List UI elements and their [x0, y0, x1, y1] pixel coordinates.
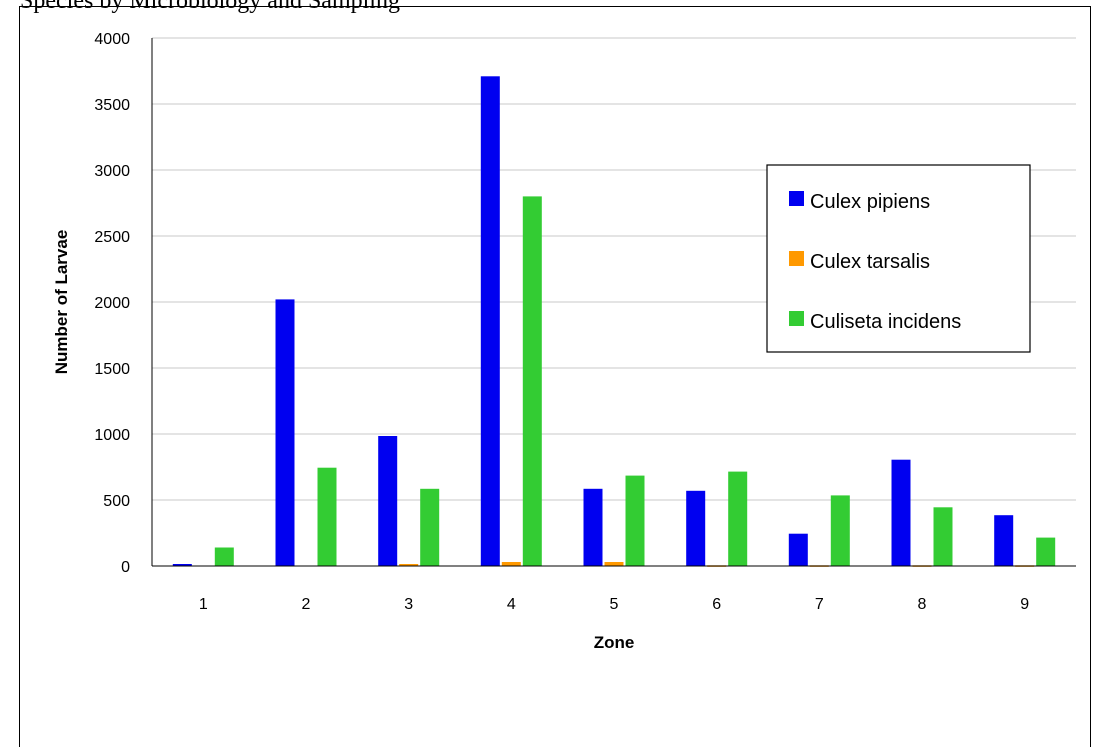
y-tick-label: 500 [103, 493, 130, 510]
y-tick-label: 0 [121, 559, 130, 576]
bar-culex-pipiens-zone-9 [994, 515, 1014, 566]
bar-culiseta-incidens-zone-6 [728, 471, 748, 566]
bar-culiseta-incidens-zone-5 [625, 475, 645, 566]
y-tick-label: 2000 [94, 295, 130, 312]
bar-culex-pipiens-zone-6 [686, 490, 706, 566]
bar-culiseta-incidens-zone-4 [522, 196, 542, 566]
bar-culiseta-incidens-zone-3 [420, 488, 440, 566]
bar-culex-pipiens-zone-1 [172, 564, 192, 566]
y-axis-label: Number of Larvae [52, 230, 71, 375]
legend-box [766, 164, 1031, 353]
axes [151, 38, 1076, 567]
bar-culiseta-incidens-zone-8 [933, 507, 953, 566]
legend: Culex pipiens Culex tarsalis Culiseta inci… [766, 164, 1031, 353]
legend-swatch [789, 251, 804, 266]
y-tick-label: 4000 [94, 31, 130, 48]
bar-culiseta-incidens-zone-7 [830, 495, 850, 566]
bar-culex-pipiens-zone-5 [583, 488, 603, 566]
x-tick-label: 7 [815, 596, 824, 613]
legend-label: Culex tarsalis [810, 251, 930, 273]
y-tick-label: 1500 [94, 361, 130, 378]
x-tick-label: 3 [404, 596, 413, 613]
y-tick-label: 2500 [94, 229, 130, 246]
y-axis-ticks: 0 500 1000 1500 2000 2500 3000 3500 4000 [94, 31, 130, 576]
bar-culiseta-incidens-zone-1 [214, 547, 234, 566]
x-axis-label: Zone [594, 633, 635, 652]
bar-culex-pipiens-zone-8 [891, 459, 911, 566]
x-tick-label: 1 [199, 596, 208, 613]
x-axis-ticks: 1 2 3 4 5 6 7 8 9 [199, 596, 1029, 613]
x-tick-label: 8 [918, 596, 927, 613]
bar-culex-tarsalis-zone-4 [501, 562, 521, 566]
legend-label: Culex pipiens [810, 191, 930, 213]
bar-culex-pipiens-zone-2 [275, 299, 295, 566]
x-tick-label: 9 [1020, 596, 1029, 613]
x-tick-label: 6 [712, 596, 721, 613]
bar-culex-pipiens-zone-3 [378, 436, 398, 566]
y-tick-label: 3000 [94, 163, 130, 180]
top-caption: Species by Microbiology and Sampling [20, 0, 400, 14]
bar-marks [172, 76, 1056, 567]
legend-swatch [789, 191, 804, 206]
x-tick-label: 4 [507, 596, 516, 613]
legend-swatch [789, 311, 804, 326]
y-tick-label: 1000 [94, 427, 130, 444]
figure-frame [19, 6, 1091, 747]
x-tick-label: 5 [610, 596, 619, 613]
bar-culex-pipiens-zone-4 [480, 76, 500, 567]
bar-culex-tarsalis-zone-5 [604, 562, 624, 566]
bar-culiseta-incidens-zone-2 [317, 467, 337, 566]
bar-culex-tarsalis-zone-3 [399, 564, 419, 566]
y-tick-label: 3500 [94, 97, 130, 114]
bar-culex-pipiens-zone-7 [788, 533, 808, 566]
bar-culiseta-incidens-zone-9 [1036, 537, 1056, 566]
x-tick-label: 2 [302, 596, 311, 613]
legend-label: Culiseta incidens [810, 311, 961, 333]
